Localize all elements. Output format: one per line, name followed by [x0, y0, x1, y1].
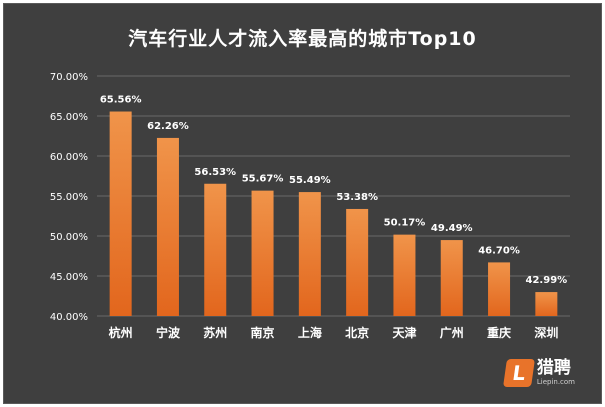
y-tick-label: 60.00%	[50, 152, 88, 163]
logo-name: 猎聘	[536, 358, 571, 378]
data-label: 56.53%	[194, 167, 236, 178]
chart-title: 汽车行业人才流入率最高的城市Top10	[128, 28, 477, 50]
x-tick-label: 广州	[440, 325, 464, 340]
y-tick-label: 45.00%	[50, 272, 88, 283]
liepin-logo: L 猎聘 Liepin.com	[502, 359, 575, 387]
bar	[156, 137, 179, 316]
bars	[109, 111, 558, 317]
logo-text: 猎聘 Liepin.com	[537, 360, 575, 386]
bar	[298, 192, 321, 316]
y-tick-label: 50.00%	[50, 232, 88, 243]
data-label: 62.26%	[147, 121, 189, 132]
x-tick-label: 重庆	[487, 325, 511, 340]
x-axis-ticks: 杭州 宁波 苏州 南京 上海 北京 天津 广州 重庆 深圳	[109, 325, 559, 340]
y-tick-label: 40.00%	[50, 312, 88, 323]
bar	[535, 292, 558, 316]
data-label: 46.70%	[478, 245, 520, 256]
data-label: 50.17%	[384, 218, 426, 229]
x-tick-label: 南京	[251, 325, 275, 340]
x-tick-label: 深圳	[534, 325, 558, 340]
data-label: 49.49%	[431, 223, 473, 234]
x-tick-label: 苏州	[203, 325, 227, 340]
logo-url: Liepin.com	[536, 378, 575, 386]
x-tick-label: 北京	[345, 325, 369, 340]
x-tick-label: 宁波	[156, 325, 181, 340]
bar	[109, 111, 132, 317]
y-axis-ticks: 40.00% 45.00% 50.00% 55.00% 60.00% 65.00% 70.0…	[50, 72, 88, 323]
x-tick-label: 天津	[392, 325, 416, 340]
x-tick-label: 上海	[298, 325, 322, 340]
data-label: 65.56%	[100, 95, 142, 106]
data-label: 42.99%	[526, 275, 568, 286]
data-labels: 65.56% 62.26% 56.53% 55.67% 55.49% 53.38% 50.1…	[100, 95, 567, 287]
y-tick-label: 65.00%	[50, 112, 88, 123]
bar	[204, 183, 227, 316]
y-tick-label: 55.00%	[50, 192, 88, 203]
y-tick-label: 70.00%	[50, 72, 88, 83]
bar	[488, 262, 511, 316]
data-label: 55.67%	[242, 174, 284, 185]
bar	[393, 234, 416, 316]
bar	[346, 208, 369, 316]
logo-mark-icon: L	[502, 359, 535, 387]
bar	[440, 240, 463, 316]
bar	[251, 190, 274, 316]
x-tick-label: 杭州	[109, 325, 133, 340]
data-label: 55.49%	[289, 175, 331, 186]
data-label: 53.38%	[336, 192, 378, 203]
